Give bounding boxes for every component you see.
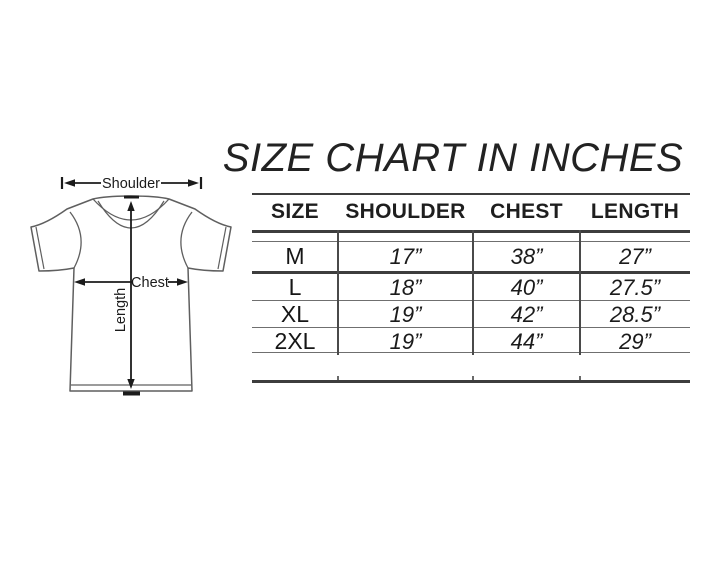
- column-tick: [337, 376, 339, 380]
- length-arrow: [123, 195, 140, 396]
- chest-value: 40”: [510, 274, 543, 300]
- size-label: L: [288, 274, 302, 300]
- chest-value: 38”: [510, 243, 543, 269]
- shoulder-measure-label: Shoulder: [102, 176, 160, 192]
- row-divider: [252, 327, 690, 328]
- size-label: M: [285, 243, 305, 269]
- shoulder-value: 19”: [389, 301, 422, 327]
- length-value: 27.5”: [609, 274, 661, 300]
- row-divider: [252, 241, 690, 242]
- row-divider: [252, 352, 690, 353]
- table-header-row: SIZE SHOULDER CHEST LENGTH: [252, 195, 690, 229]
- row-divider: [252, 300, 690, 301]
- chest-measure-label: Chest: [131, 275, 169, 291]
- chest-value: 42”: [510, 301, 543, 327]
- table-row-m: M 17” 38” 27”: [252, 242, 690, 271]
- header-length: LENGTH: [590, 200, 680, 223]
- column-separator: [337, 230, 339, 355]
- left-cuff-seam: [35, 226, 45, 270]
- page-title: SIZE CHART IN INCHES: [222, 136, 684, 180]
- size-label: 2XL: [274, 328, 316, 354]
- table-row-l: L 18” 40” 27.5”: [252, 274, 690, 300]
- row-divider-strong: [252, 271, 690, 274]
- header-bottom-border: [252, 230, 690, 233]
- table-row-xl: XL 19” 42” 28.5”: [252, 301, 690, 327]
- column-separator: [472, 230, 474, 355]
- length-measure-label: Length: [113, 288, 129, 332]
- column-tick: [579, 376, 581, 380]
- left-armhole-seam: [69, 211, 82, 269]
- column-separator: [579, 230, 581, 355]
- right-armhole-seam: [180, 211, 193, 269]
- size-label: XL: [280, 301, 310, 327]
- shoulder-value: 19”: [389, 328, 422, 354]
- size-table: SIZE SHOULDER CHEST LENGTH M 17” 38” 27”…: [252, 193, 690, 393]
- table-bottom-border: [252, 380, 690, 383]
- header-shoulder: SHOULDER: [345, 200, 466, 223]
- length-value: 29”: [619, 328, 651, 354]
- shoulder-value: 18”: [389, 274, 422, 300]
- table-row-2xl: 2XL 19” 44” 29”: [252, 328, 690, 354]
- chest-arrow: [74, 278, 188, 286]
- header-chest: CHEST: [490, 200, 563, 223]
- column-tick: [472, 376, 474, 380]
- length-value: 28.5”: [609, 301, 661, 327]
- shoulder-value: 17”: [389, 243, 422, 269]
- table-top-border: [252, 193, 690, 195]
- tshirt-diagram: Shoulder Chest Length: [30, 176, 232, 396]
- shoulder-arrow: [60, 177, 203, 189]
- right-cuff-seam: [217, 226, 227, 270]
- header-size: SIZE: [271, 200, 319, 223]
- length-value: 27”: [619, 243, 651, 269]
- chest-value: 44”: [510, 328, 543, 354]
